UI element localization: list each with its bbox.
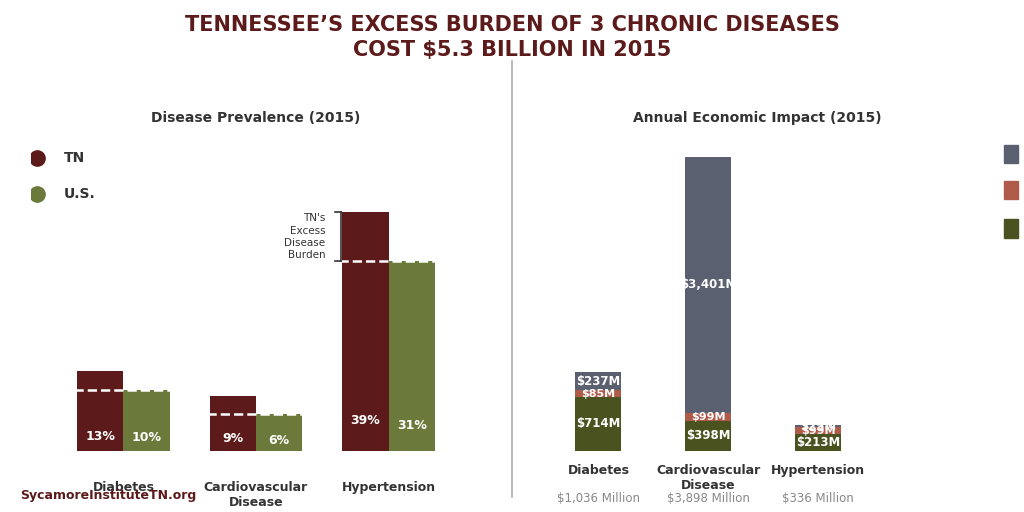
Text: TN: TN	[63, 151, 85, 164]
Text: $213M: $213M	[796, 436, 841, 449]
Bar	[77, 371, 124, 451]
Text: Hypertension: Hypertension	[341, 481, 435, 494]
Bar	[575, 390, 622, 397]
Text: $1,036 Million: $1,036 Million	[557, 492, 640, 505]
Bar	[795, 435, 842, 451]
Text: SycamoreInstituteTN.org: SycamoreInstituteTN.org	[20, 489, 197, 502]
Text: Cardiovascular
Disease: Cardiovascular Disease	[656, 464, 761, 492]
Text: Cardiovascular
Disease: Cardiovascular Disease	[204, 481, 308, 509]
Text: Hypertension: Hypertension	[771, 464, 865, 477]
Text: $398M: $398M	[686, 429, 730, 442]
Text: 13%: 13%	[85, 430, 116, 442]
Text: $237M: $237M	[577, 375, 621, 388]
Text: 9%: 9%	[222, 432, 244, 445]
Text: Diabetes: Diabetes	[567, 464, 630, 477]
Text: $99M: $99M	[691, 412, 726, 422]
Text: 6%: 6%	[268, 434, 290, 447]
Bar	[575, 372, 622, 390]
Legend: Societal Cost of
Premature Death, Lost Productivity, Direct Medical
Costs: Societal Cost of Premature Death, Lost P…	[998, 133, 1024, 247]
Text: TN's
Excess
Disease
Burden: TN's Excess Disease Burden	[285, 214, 326, 261]
Title: Annual Economic Impact (2015): Annual Economic Impact (2015)	[634, 111, 882, 125]
Bar	[342, 212, 388, 451]
Text: U.S.: U.S.	[63, 187, 95, 201]
Text: $3,898 Million: $3,898 Million	[667, 492, 750, 505]
Text: $25M: $25M	[800, 420, 837, 433]
Title: Disease Prevalence (2015): Disease Prevalence (2015)	[152, 111, 360, 125]
Text: 31%: 31%	[396, 419, 427, 432]
Bar	[685, 157, 731, 413]
Text: $85M: $85M	[582, 389, 615, 398]
Text: 10%: 10%	[132, 432, 162, 444]
Text: $714M: $714M	[577, 417, 621, 430]
Bar	[388, 261, 435, 451]
Bar	[575, 397, 622, 451]
Bar	[795, 425, 842, 427]
Bar	[685, 420, 731, 451]
Text: TENNESSEE’S EXCESS BURDEN OF 3 CHRONIC DISEASES
COST $5.3 BILLION IN 2015: TENNESSEE’S EXCESS BURDEN OF 3 CHRONIC D…	[184, 15, 840, 60]
Text: 39%: 39%	[350, 414, 380, 427]
Text: $99M: $99M	[801, 426, 836, 436]
Bar	[685, 413, 731, 420]
Bar	[256, 414, 302, 451]
Bar	[795, 427, 842, 435]
Bar	[210, 396, 256, 451]
Text: $3,401M: $3,401M	[680, 279, 737, 291]
Text: Diabetes: Diabetes	[92, 481, 155, 494]
Bar	[124, 390, 170, 451]
Text: $336 Million: $336 Million	[782, 492, 854, 505]
